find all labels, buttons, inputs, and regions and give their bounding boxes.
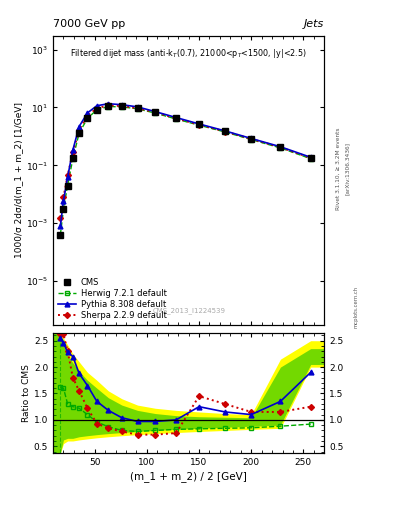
X-axis label: (m_1 + m_2) / 2 [GeV]: (m_1 + m_2) / 2 [GeV] xyxy=(130,471,247,482)
Text: Jets: Jets xyxy=(304,18,324,29)
Legend: CMS, Herwig 7.2.1 default, Pythia 8.308 default, Sherpa 2.2.9 default: CMS, Herwig 7.2.1 default, Pythia 8.308 … xyxy=(56,276,168,322)
Text: mcplots.cern.ch: mcplots.cern.ch xyxy=(354,286,359,328)
Y-axis label: 1000/σ 2dσ/d(m_1 + m_2) [1/GeV]: 1000/σ 2dσ/d(m_1 + m_2) [1/GeV] xyxy=(14,102,23,259)
Text: CMS_2013_I1224539: CMS_2013_I1224539 xyxy=(152,307,225,313)
Y-axis label: Ratio to CMS: Ratio to CMS xyxy=(22,364,31,422)
Text: [arXiv:1306.3436]: [arXiv:1306.3436] xyxy=(345,142,350,196)
Text: Filtered dijet mass (anti-k$_T$(0.7), 21000<p$_T$<1500, |y|<2.5): Filtered dijet mass (anti-k$_T$(0.7), 21… xyxy=(70,48,307,60)
Text: 7000 GeV pp: 7000 GeV pp xyxy=(53,18,125,29)
Text: Rivet 3.1.10, ≥ 3.2M events: Rivet 3.1.10, ≥ 3.2M events xyxy=(336,127,341,210)
